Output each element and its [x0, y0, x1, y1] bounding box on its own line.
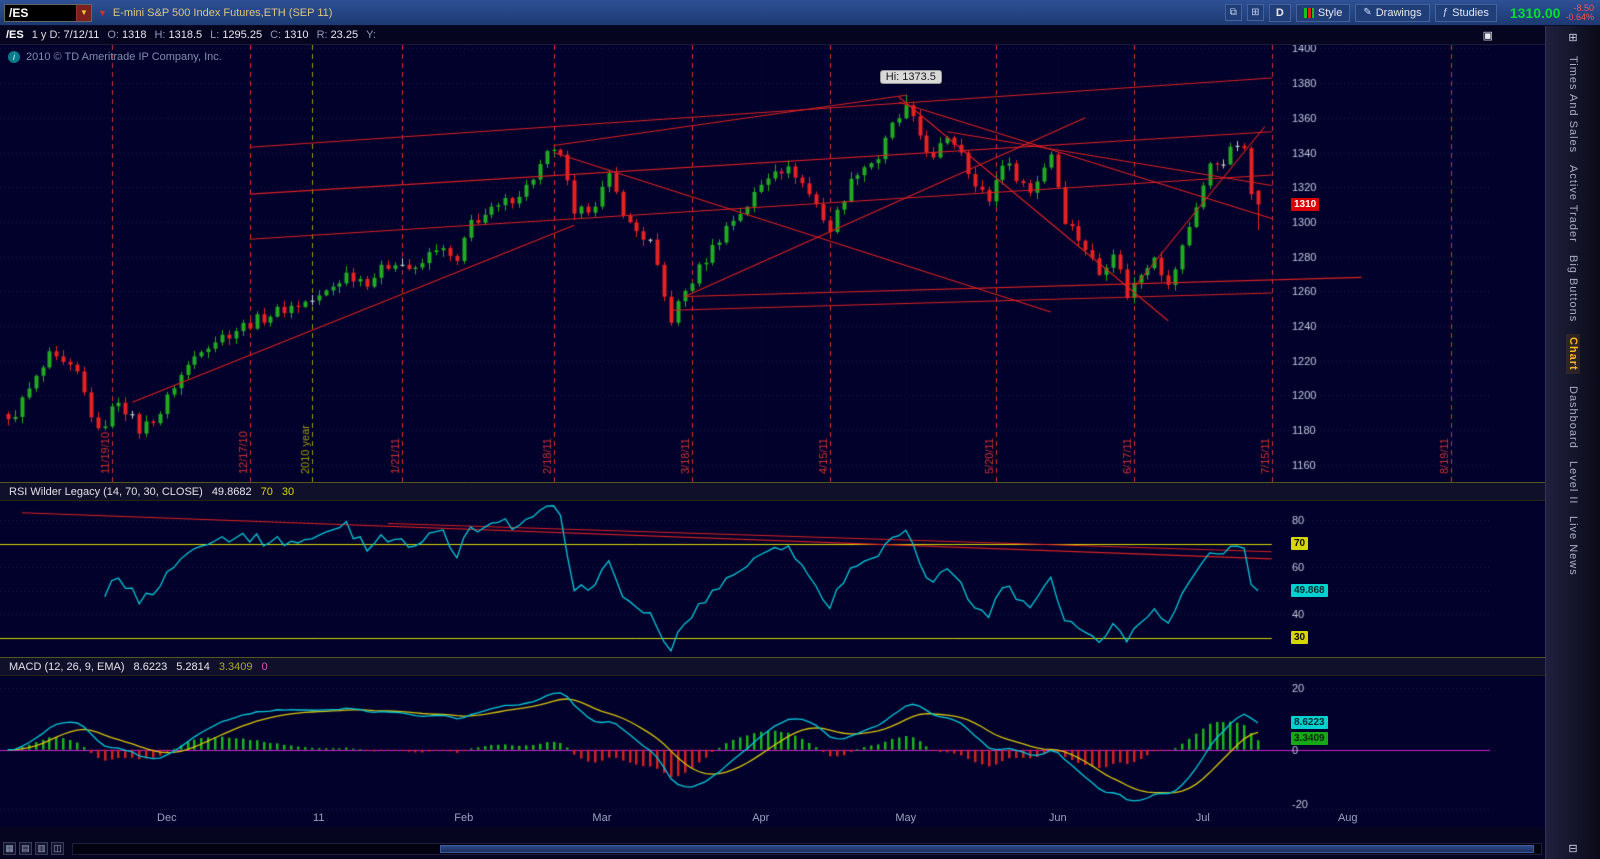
layout-rows-icon[interactable]: ▤	[19, 842, 32, 855]
y-label: Y:	[366, 29, 376, 41]
pencil-icon: ✎	[1363, 7, 1372, 18]
rsi-study-header[interactable]: RSI Wilder Legacy (14, 70, 30, CLOSE) 49…	[0, 482, 1545, 501]
macd-title: MACD (12, 26, 9, EMA)	[9, 660, 125, 673]
layout-single-icon[interactable]: ◫	[51, 842, 64, 855]
month-label: May	[895, 812, 917, 824]
sidebar-tab-big-buttons[interactable]: Big Buttons	[1567, 254, 1579, 323]
sidebar-tab-chart[interactable]: Chart	[1566, 334, 1580, 374]
close-label: C:	[270, 29, 282, 41]
range-value: 23.25	[330, 29, 359, 41]
ohlc-symbol: /ES	[6, 29, 24, 41]
rsi-overbought-axis-badge: 70	[1291, 536, 1309, 550]
open-value: 1318	[121, 29, 147, 41]
macd-study-header[interactable]: MACD (12, 26, 9, EMA) 8.6223 5.2814 3.34…	[0, 657, 1545, 676]
month-label: Jul	[1195, 812, 1210, 824]
rsi-overbought-value: 70	[260, 485, 273, 498]
sidebar-panel-icon[interactable]: ⊞	[1568, 32, 1578, 44]
price-chart-panel: i 2010 © TD Ameritrade IP Company, Inc. …	[0, 45, 1545, 482]
rsi-oversold-axis-badge: 30	[1291, 631, 1309, 645]
macd-value-axis-badge: 8.6223	[1291, 716, 1328, 730]
month-label: 11	[313, 812, 325, 824]
sidebar-tab-live-news[interactable]: Live News	[1567, 516, 1579, 576]
last-price: 1310.00	[1509, 4, 1561, 21]
link-window-icon[interactable]: ⧉	[1224, 4, 1242, 21]
chart-scrollbar-thumb[interactable]	[440, 845, 1534, 853]
sidebar-tab-level-ii[interactable]: Level II	[1567, 460, 1579, 505]
drawings-button[interactable]: ✎ Drawings	[1355, 3, 1430, 22]
month-label: Apr	[752, 812, 770, 824]
copyright-text: 2010 © TD Ameritrade IP Company, Inc.	[26, 51, 222, 63]
high-price-callout: Hi: 1373.5	[879, 70, 942, 85]
symbol-dropdown-button[interactable]: ▼	[76, 4, 91, 21]
restore-cell-icon[interactable]: ▣	[1482, 29, 1493, 42]
range-label: R:	[316, 29, 328, 41]
month-label: Jun	[1048, 812, 1067, 824]
layout-grid-icon[interactable]: ▦	[3, 842, 16, 855]
chart-gadget-header: /ES ▼ ▼ E-mini S&P 500 Index Futures,ETH…	[0, 0, 1600, 26]
symbol-text: /ES	[9, 5, 29, 20]
macd-diff-value: 3.3409	[218, 660, 253, 673]
symbol-input[interactable]: /ES ▼	[4, 3, 92, 22]
rsi-panel: 49.868 70 30	[0, 501, 1545, 657]
aggregation-button[interactable]: D	[1268, 3, 1291, 22]
macd-zero-value: 0	[261, 660, 268, 673]
ohlc-date: 7/12/11	[63, 29, 100, 41]
style-button[interactable]: Style	[1295, 3, 1351, 22]
high-value: 1318.5	[168, 29, 203, 41]
high-label: H:	[154, 29, 166, 41]
sidebar-tab-times-and-sales[interactable]: Times And Sales	[1567, 56, 1579, 154]
price-change-pct: -0.64%	[1565, 11, 1594, 22]
macd-value: 8.6223	[133, 660, 168, 673]
rsi-current-value: 49.8682	[211, 485, 252, 498]
macd-canvas[interactable]	[0, 676, 1545, 811]
month-label: Mar	[592, 812, 612, 824]
rsi-title: RSI Wilder Legacy (14, 70, 30, CLOSE)	[9, 485, 203, 498]
collapse-arrow-icon[interactable]: ▼	[98, 7, 107, 18]
instrument-title: E-mini S&P 500 Index Futures,ETH (SEP 11…	[112, 6, 333, 19]
chart-scrollbar[interactable]	[72, 843, 1542, 855]
bottom-toolbar: ▦ ▤ ▥ ◫	[0, 827, 1545, 859]
last-price-axis-badge: 1310	[1291, 197, 1320, 211]
rsi-value-axis-badge: 49.868	[1291, 584, 1328, 598]
rsi-oversold-value: 30	[281, 485, 295, 498]
price-change-block: -8.50 -0.64%	[1565, 2, 1594, 22]
copyright-notice: i 2010 © TD Ameritrade IP Company, Inc.	[8, 51, 222, 63]
macd-avg-value: 5.2814	[176, 660, 210, 673]
month-label: Aug	[1337, 812, 1358, 824]
style-icon	[1303, 7, 1314, 18]
sidebar-collapse-icon[interactable]: ⊟	[1568, 843, 1578, 855]
info-icon[interactable]: i	[8, 51, 20, 63]
studies-button[interactable]: ƒ Studies	[1434, 3, 1497, 22]
rsi-canvas[interactable]	[0, 501, 1545, 657]
drawings-button-label: Drawings	[1375, 6, 1422, 19]
close-value: 1310	[284, 29, 309, 41]
style-button-label: Style	[1317, 6, 1343, 19]
header-toolbar: ⧉ ⊞ D Style ✎ Drawings ƒ Studies 1310.00…	[1224, 2, 1596, 22]
macd-diff-axis-badge: 3.3409	[1291, 732, 1328, 746]
low-value: 1295.25	[222, 29, 263, 41]
sidebar-tab-dashboard[interactable]: Dashboard	[1567, 385, 1579, 449]
price-chart-canvas[interactable]	[0, 45, 1545, 482]
ohlc-aggregation: 1 y D:	[31, 29, 61, 41]
sidebar-tab-active-trader[interactable]: Active Trader	[1567, 165, 1579, 243]
ohlc-info-bar: /ES 1 y D: 7/12/11 O: 1318 H: 1318.5 L: …	[0, 26, 1545, 45]
macd-panel: 8.6223 3.3409	[0, 676, 1545, 811]
grid-layout-icon[interactable]: ⊞	[1246, 4, 1264, 21]
layout-columns-icon[interactable]: ▥	[35, 842, 48, 855]
month-label: Feb	[454, 812, 474, 824]
studies-button-label: Studies	[1452, 6, 1489, 19]
time-axis: Dec 11 Feb Mar Apr May Jun Jul Aug	[0, 811, 1545, 827]
gadget-sidebar: ⊞ Times And Sales Active Trader Big Button…	[1545, 26, 1600, 859]
open-label: O:	[107, 29, 119, 41]
month-label: Dec	[157, 812, 177, 824]
low-label: L:	[210, 29, 220, 41]
price-change: -8.50	[1573, 2, 1594, 13]
studies-icon: ƒ	[1442, 7, 1449, 18]
